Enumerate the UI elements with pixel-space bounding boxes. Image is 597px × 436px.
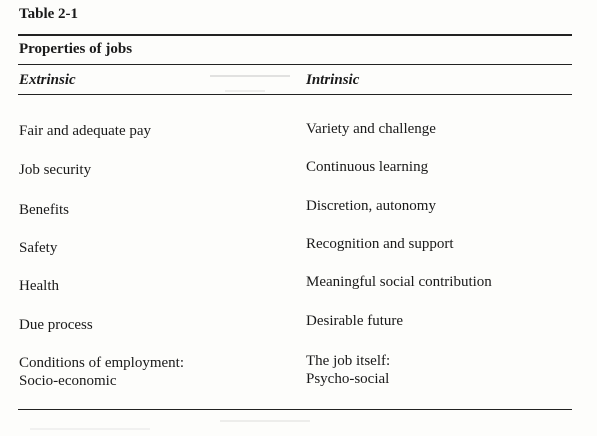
table-cell-intrinsic: Desirable future — [306, 313, 404, 329]
table-cell-extrinsic: Health — [19, 278, 59, 294]
column-header-extrinsic: Extrinsic — [19, 72, 76, 88]
scan-noise — [220, 420, 310, 422]
table-cell-extrinsic: Fair and adequate pay — [19, 123, 152, 139]
table-cell-intrinsic: The job itself: — [306, 353, 391, 369]
scan-noise — [30, 428, 150, 430]
header-rule — [18, 94, 572, 95]
table-cell-intrinsic: Discretion, autonomy — [306, 198, 436, 214]
table-cell-intrinsic: Variety and challenge — [306, 121, 436, 137]
column-header-intrinsic: Intrinsic — [306, 72, 360, 88]
caption-rule — [18, 64, 572, 65]
table-cell-extrinsic: Benefits — [19, 202, 69, 218]
table-cell-intrinsic: Recognition and support — [306, 236, 454, 252]
table-cell-extrinsic: Safety — [19, 240, 58, 256]
scan-noise — [210, 75, 290, 77]
scan-noise — [225, 90, 265, 92]
table-cell-extrinsic: Conditions of employment: — [19, 355, 184, 371]
table-cell-intrinsic: Continuous learning — [306, 159, 429, 175]
bottom-rule — [18, 409, 572, 410]
table-cell-extrinsic: Due process — [19, 317, 93, 333]
table-cell-intrinsic: Psycho-social — [306, 371, 390, 387]
table-number: Table 2-1 — [19, 6, 79, 22]
table-cell-extrinsic: Job security — [19, 162, 92, 178]
top-rule — [18, 34, 572, 36]
table-cell-intrinsic: Meaningful social contribution — [306, 274, 492, 290]
table-cell-extrinsic: Socio-economic — [19, 373, 117, 389]
table-caption: Properties of jobs — [19, 41, 133, 57]
